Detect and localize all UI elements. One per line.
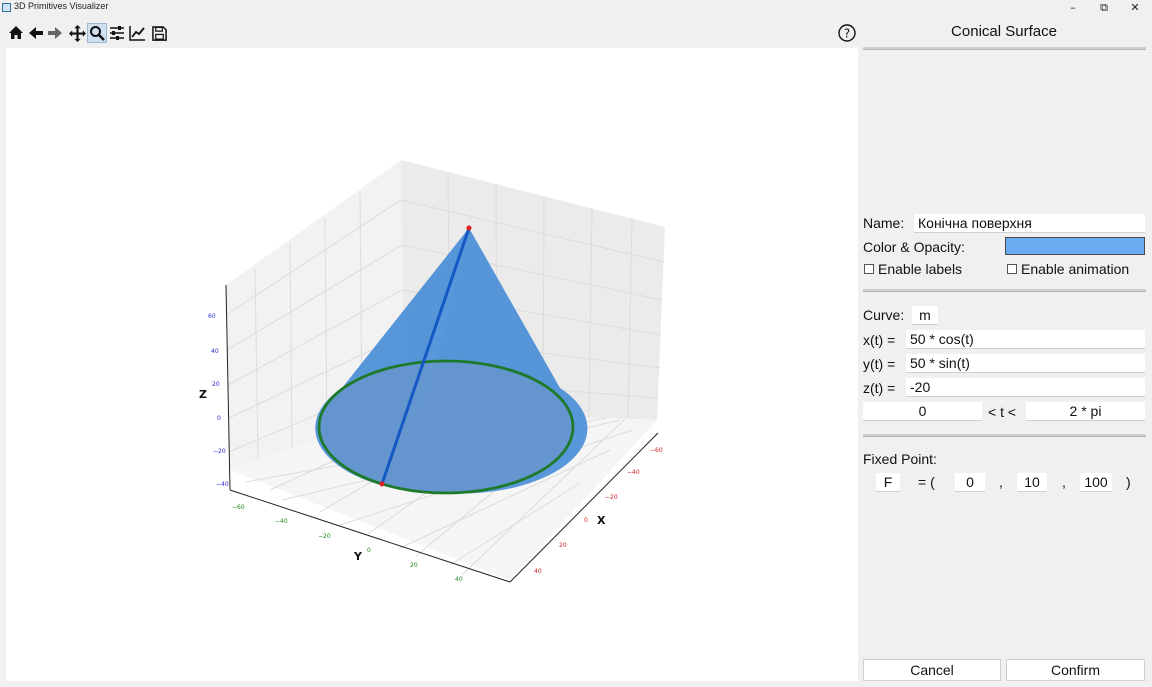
apex-point bbox=[466, 225, 472, 231]
enable-animation-checkbox[interactable] bbox=[1007, 264, 1017, 274]
xt-label: x(t) = bbox=[863, 332, 896, 348]
color-label: Color & Opacity: bbox=[863, 239, 965, 255]
equals-open-label: = ( bbox=[918, 474, 935, 490]
svg-text:40: 40 bbox=[211, 348, 219, 355]
point-name-input[interactable]: F bbox=[876, 473, 900, 492]
confirm-button[interactable]: Confirm bbox=[1006, 659, 1145, 681]
y-axis-ticks: −60 −40 −20 0 20 40 bbox=[232, 504, 463, 583]
fixed-point-label: Fixed Point: bbox=[863, 451, 937, 467]
help-button[interactable]: ? bbox=[837, 23, 857, 43]
x-axis-ticks: −60 −40 −20 0 20 40 bbox=[534, 447, 663, 575]
svg-text:60: 60 bbox=[208, 313, 216, 320]
zt-label: z(t) = bbox=[863, 380, 896, 396]
t-max-input[interactable]: 2 * pi bbox=[1026, 402, 1145, 421]
configure-subplots-icon[interactable] bbox=[107, 23, 127, 43]
minimize-button[interactable]: – bbox=[1070, 1, 1076, 14]
enable-labels-checkbox[interactable] bbox=[864, 264, 874, 274]
separator bbox=[863, 47, 1146, 50]
svg-text:40: 40 bbox=[534, 568, 542, 575]
properties-panel: Conical Surface Name: Конічна поверхня C… bbox=[860, 16, 1152, 687]
svg-text:20: 20 bbox=[559, 542, 567, 549]
z-axis-ticks: 60 40 20 0 −20 −40 bbox=[208, 313, 229, 488]
fixed-y-input[interactable]: 10 bbox=[1017, 473, 1047, 492]
plot-canvas[interactable]: 60 40 20 0 −20 −40 Z −60 −40 −20 0 20 40… bbox=[6, 48, 858, 681]
enable-labels-label[interactable]: Enable labels bbox=[878, 261, 963, 277]
base-curve bbox=[317, 359, 575, 495]
separator bbox=[863, 434, 1146, 437]
3d-axes-plot[interactable]: 60 40 20 0 −20 −40 Z −60 −40 −20 0 20 40… bbox=[6, 48, 858, 681]
zoom-icon[interactable] bbox=[87, 23, 107, 43]
window-title: 3D Primitives Visualizer bbox=[14, 1, 109, 11]
name-label: Name: bbox=[863, 215, 905, 231]
yt-label: y(t) = bbox=[863, 356, 896, 372]
close-paren-label: ) bbox=[1126, 474, 1131, 490]
yt-input[interactable]: 50 * sin(t) bbox=[906, 354, 1145, 373]
svg-text:−40: −40 bbox=[216, 481, 229, 488]
svg-text:20: 20 bbox=[410, 562, 418, 569]
close-button[interactable]: ✕ bbox=[1130, 1, 1140, 14]
fixed-z-input[interactable]: 100 bbox=[1080, 473, 1112, 492]
t-range-label: < t < bbox=[988, 404, 1017, 420]
name-input[interactable]: Конічна поверхня bbox=[914, 214, 1145, 233]
cancel-button[interactable]: Cancel bbox=[863, 659, 1001, 681]
comma-label: , bbox=[999, 474, 1003, 490]
x-axis-label: X bbox=[597, 514, 606, 527]
save-icon[interactable] bbox=[149, 23, 169, 43]
t-min-input[interactable]: 0 bbox=[863, 402, 982, 421]
enable-animation-label[interactable]: Enable animation bbox=[1021, 261, 1130, 277]
svg-text:−20: −20 bbox=[213, 448, 226, 455]
fixed-x-input[interactable]: 0 bbox=[955, 473, 985, 492]
svg-text:−40: −40 bbox=[275, 518, 288, 525]
svg-text:−20: −20 bbox=[605, 494, 618, 501]
generatrix-line bbox=[380, 227, 471, 485]
pan-icon[interactable] bbox=[67, 23, 87, 43]
z-axis-label: Z bbox=[199, 388, 207, 401]
app-icon bbox=[2, 3, 11, 12]
svg-text:−40: −40 bbox=[627, 469, 640, 476]
svg-text:40: 40 bbox=[455, 576, 463, 583]
axis-lines bbox=[225, 284, 659, 583]
svg-text:−60: −60 bbox=[650, 447, 663, 454]
svg-text:0: 0 bbox=[367, 547, 371, 554]
home-icon[interactable] bbox=[6, 23, 26, 43]
title-bar: 3D Primitives Visualizer – ⧉ ✕ bbox=[0, 0, 1152, 16]
xt-input[interactable]: 50 * cos(t) bbox=[906, 330, 1145, 349]
comma-label: , bbox=[1062, 474, 1066, 490]
back-arrow-icon[interactable] bbox=[26, 23, 46, 43]
cone-base-fill bbox=[319, 361, 573, 493]
curve-name-input[interactable]: m bbox=[912, 306, 938, 325]
help-icon: ? bbox=[844, 27, 850, 41]
curve-label: Curve: bbox=[863, 307, 905, 323]
base-point bbox=[379, 481, 385, 487]
separator bbox=[863, 289, 1146, 292]
edit-axis-icon[interactable] bbox=[127, 23, 147, 43]
svg-text:0: 0 bbox=[584, 517, 588, 524]
svg-text:−20: −20 bbox=[318, 533, 331, 540]
color-picker[interactable] bbox=[1005, 237, 1145, 255]
svg-text:20: 20 bbox=[212, 381, 220, 388]
grid-lines bbox=[225, 171, 665, 576]
forward-arrow-icon[interactable] bbox=[45, 23, 65, 43]
zt-input[interactable]: -20 bbox=[906, 378, 1145, 397]
y-axis-label: Y bbox=[353, 550, 363, 563]
svg-text:−60: −60 bbox=[232, 504, 245, 511]
panel-title: Conical Surface bbox=[951, 23, 1057, 40]
svg-text:0: 0 bbox=[217, 415, 221, 422]
maximize-button[interactable]: ⧉ bbox=[1100, 1, 1108, 14]
